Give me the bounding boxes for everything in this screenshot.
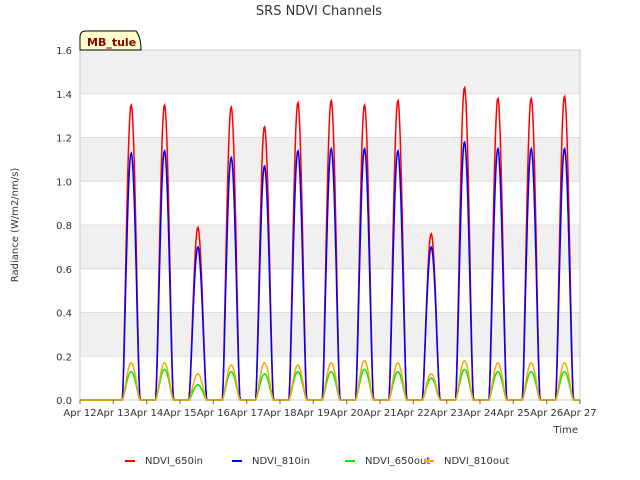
y-tick-label: 1.6: [56, 46, 72, 57]
x-tick-label: Apr 16: [197, 408, 230, 419]
legend-label: NDVI_810in: [252, 456, 310, 467]
x-tick-label: Apr 18: [263, 408, 296, 419]
x-tick-label: Apr 20: [330, 408, 363, 419]
x-tick-label: Apr 26: [530, 408, 563, 419]
site-label-badge: MB_tule: [79, 30, 142, 51]
x-tick-label: Apr 17: [230, 408, 263, 419]
x-axis-ticks: Apr 12 Apr 13 Apr 14 Apr 15 Apr 16 Apr 17 Apr …: [63, 400, 597, 419]
y-tick-label: 0.0: [56, 396, 72, 407]
site-label-text: MB_tule: [87, 36, 136, 49]
y-tick-label: 1.2: [56, 134, 72, 145]
x-tick-label: Apr 13: [97, 408, 130, 419]
x-axis-label: Time: [553, 425, 578, 436]
y-tick-label: 0.6: [56, 265, 72, 276]
series-line-NDVI_810out: [80, 359, 580, 401]
x-tick-label: Apr 12: [63, 408, 96, 419]
legend: NDVI_650in NDVI_810in NDVI_650out NDVI_810o…: [125, 456, 509, 467]
series-line-NDVI_810in: [80, 140, 580, 401]
y-tick-label: 0.4: [56, 309, 72, 320]
chart-title: SRS NDVI Channels: [256, 4, 382, 19]
site-label-box: [79, 30, 142, 51]
series-line-NDVI_650out: [80, 368, 580, 401]
x-tick-label: Apr 21: [363, 408, 396, 419]
x-tick-label: Apr 23: [430, 408, 463, 419]
x-tick-label: Apr 22: [397, 408, 430, 419]
legend-label: NDVI_650in: [145, 456, 203, 467]
y-axis-label: Radiance (W/m2/nm/s): [10, 168, 21, 283]
plot-border: [79, 49, 581, 401]
x-tick-label: Apr 27: [563, 408, 596, 419]
y-tick-label: 0.8: [56, 221, 72, 232]
x-tick-label: Apr 24: [463, 408, 496, 419]
grid-lines: [79, 49, 581, 401]
y-tick-label: 1.4: [56, 90, 72, 101]
y-tick-label: 0.2: [56, 352, 72, 363]
series-line-NDVI_650in: [80, 85, 580, 401]
legend-label: NDVI_650out: [365, 456, 430, 467]
y-tick-label: 1.0: [56, 177, 72, 188]
y-axis-ticks: 0.0 0.2 0.4 0.6 0.8 1.0 1.2 1.4 1.6: [56, 46, 72, 407]
legend-label: NDVI_810out: [444, 456, 509, 467]
series-lines: [80, 85, 580, 401]
x-tick-label: Apr 15: [163, 408, 196, 419]
x-tick-label: Apr 14: [130, 408, 163, 419]
x-tick-label: Apr 19: [297, 408, 330, 419]
plot-band: [80, 50, 580, 94]
plot-band: [80, 225, 580, 269]
plot-band: [80, 312, 580, 357]
x-tick-label: Apr 25: [497, 408, 530, 419]
